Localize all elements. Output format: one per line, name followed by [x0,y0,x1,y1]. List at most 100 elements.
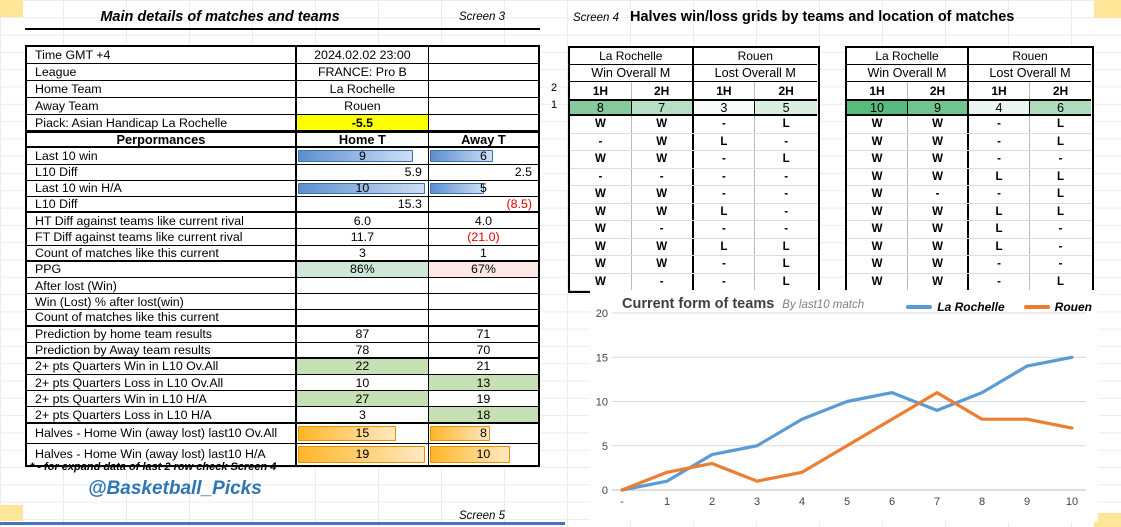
total-cell[interactable]: 9 [908,99,969,116]
result-cell[interactable]: W [632,238,694,255]
section-header-cell[interactable]: Win Overall M [847,65,969,82]
result-cell[interactable]: W [908,151,969,168]
result-cell[interactable]: - [969,186,1030,203]
away-value-cell[interactable]: (8.5) [506,197,532,212]
result-cell[interactable]: W [847,273,908,290]
result-cell[interactable]: W [847,256,908,273]
total-cell[interactable]: 6 [1030,99,1091,116]
result-cell[interactable]: - [632,168,694,185]
perf-label-cell[interactable]: After lost (Win) [27,277,297,294]
tan-cell-bottom-left[interactable] [0,505,23,521]
away-value-cell[interactable]: 70 [476,342,491,357]
perf-label-cell[interactable]: Prediction by home team results [27,326,297,342]
perf-label-cell[interactable]: 2+ pts Quarters Loss in L10 Ov.All [27,375,297,391]
result-cell[interactable]: L [782,240,790,253]
away-t-header-cell[interactable]: Away T [461,133,506,147]
result-cell[interactable]: W [908,256,969,273]
away-value-cell[interactable]: 67% [428,261,538,277]
result-cell[interactable]: L [1056,205,1065,218]
half-col-header-cell[interactable]: 1H [694,82,756,99]
home-value-cell[interactable] [297,310,429,325]
home-value-cell[interactable] [297,277,429,294]
home-value-cell[interactable]: 10 [297,375,429,391]
away-value-cell[interactable]: (21.0) [467,229,500,244]
info-label-cell[interactable]: Piack: Asian Handicap La Rochelle [27,114,297,131]
result-cell[interactable]: - [694,221,756,238]
legend-label-la-rochelle[interactable]: La Rochelle [937,300,1005,314]
result-cell[interactable]: - [694,151,756,168]
info-value-cell[interactable]: -5.5 [296,114,429,131]
home-value-cell[interactable]: 27 [296,391,429,407]
performances-header-cell[interactable]: Perpormances [27,133,297,147]
away-value-cell[interactable]: 1 [479,245,487,260]
section-header-cell[interactable]: Win Overall M [570,65,694,82]
home-value-cell[interactable]: 10 [297,180,429,197]
away-value-cell[interactable]: 8 [429,424,538,444]
result-cell[interactable]: W [847,116,908,133]
perf-label-cell[interactable]: Halves - Home Win (away lost) last10 H/A [27,444,297,465]
result-cell[interactable]: W [908,168,969,185]
result-cell[interactable]: W [908,273,969,290]
team-header-cell[interactable]: Rouen [969,48,1091,65]
perf-label-cell[interactable]: 2+ pts Quarters Loss in L10 H/A [27,407,297,422]
tan-cell-bottom-right[interactable] [1094,513,1121,527]
result-cell[interactable]: W [570,116,632,133]
result-cell[interactable]: W [908,238,969,255]
result-cell[interactable]: - [694,256,756,273]
away-value-cell[interactable]: 18 [428,407,538,422]
total-cell[interactable]: 5 [755,99,817,116]
half-col-header-cell[interactable]: 1H [570,82,632,99]
away-value-cell[interactable]: 19 [476,391,491,406]
info-value-cell[interactable]: FRANCE: Pro B [297,63,429,80]
result-cell[interactable]: W [847,133,908,150]
section-header-cell[interactable]: Lost Overall M [969,65,1091,82]
total-cell[interactable]: 8 [570,99,632,116]
result-cell[interactable]: W [847,221,908,238]
away-value-cell[interactable]: 6 [429,148,538,163]
info-value-cell[interactable]: 2024.02.02 23:00 [297,47,429,63]
away-value-cell[interactable] [429,310,538,324]
perf-label-cell[interactable]: L10 Diff [27,164,297,180]
result-cell[interactable]: W [847,238,908,255]
result-cell[interactable]: L [969,238,1030,255]
half-col-header-cell[interactable]: 1H [969,82,1030,99]
result-cell[interactable]: - [969,273,1030,290]
away-value-cell[interactable]: 71 [476,327,491,342]
home-value-cell[interactable]: 86% [296,261,429,277]
info-empty-cell[interactable] [429,98,538,114]
result-cell[interactable]: W [570,151,632,168]
result-cell[interactable]: - [1058,153,1063,166]
info-empty-cell[interactable] [429,47,538,63]
result-cell[interactable]: L [782,118,790,131]
result-cell[interactable]: - [632,273,694,290]
tan-cell-top-left[interactable] [0,0,23,17]
result-cell[interactable]: L [694,203,756,220]
perf-label-cell[interactable]: PPG [27,261,297,277]
away-value-cell[interactable]: 2.5 [514,165,532,180]
result-cell[interactable]: - [570,133,632,150]
result-cell[interactable]: W [632,133,694,150]
perf-label-cell[interactable]: 2+ pts Quarters Win in L10 Ov.All [27,358,297,375]
result-cell[interactable]: - [570,168,632,185]
result-cell[interactable]: W [908,133,969,150]
home-value-cell[interactable]: 5.9 [297,164,429,180]
half-col-header-cell[interactable]: 2H [632,82,694,99]
result-cell[interactable]: - [969,256,1030,273]
perf-label-cell[interactable]: Prediction by Away team results [27,342,297,357]
result-cell[interactable]: L [782,258,790,271]
result-cell[interactable]: W [847,186,908,203]
info-label-cell[interactable]: League [27,63,297,80]
info-empty-cell[interactable] [429,64,538,80]
result-cell[interactable]: L [1056,275,1065,288]
team-header-cell[interactable]: Rouen [693,48,817,65]
result-cell[interactable]: - [694,116,756,133]
result-cell[interactable]: W [570,273,632,290]
team-header-cell[interactable]: La Rochelle [570,48,694,65]
away-value-cell[interactable]: 13 [428,375,538,391]
half-col-header-cell[interactable]: 2H [908,82,969,99]
home-value-cell[interactable]: 15.3 [297,197,429,212]
result-cell[interactable]: - [908,186,969,203]
home-value-cell[interactable]: 9 [297,148,429,164]
result-cell[interactable]: L [782,275,790,288]
home-value-cell[interactable]: 22 [296,358,429,375]
